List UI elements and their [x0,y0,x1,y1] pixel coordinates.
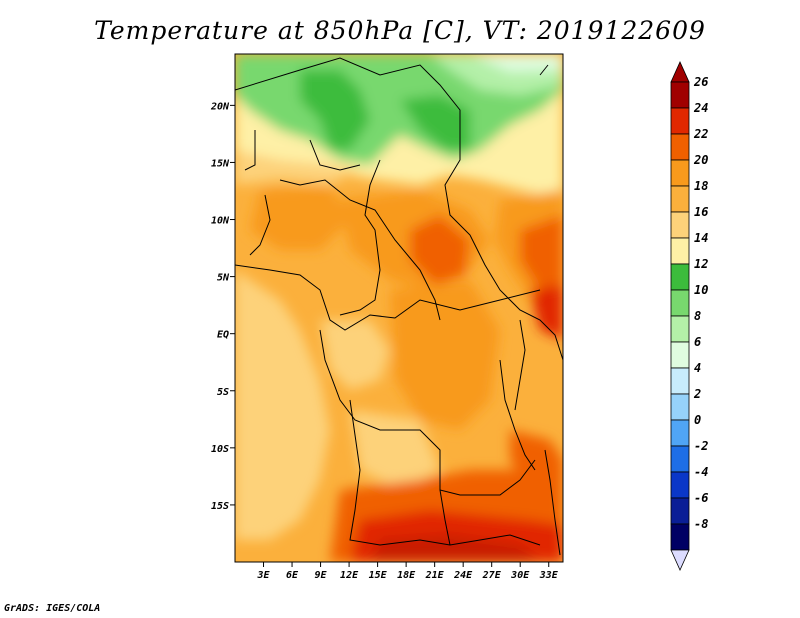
lon-tick-label: 21E [425,570,445,581]
colorbar-swatch [670,315,690,343]
lat-tick-label: 5N [217,273,230,284]
colorbar-label: 18 [694,179,708,193]
colorbar-swatch [670,237,690,265]
colorbar-label: -4 [694,465,708,479]
lon-tick-label: 33E [539,570,559,581]
lat-tick-label: 20N [210,101,230,112]
colorbar-label: 14 [694,231,708,245]
colorbar-swatch [670,341,690,369]
colorbar-label: 8 [694,309,701,323]
colorbar-swatch [670,159,690,187]
colorbar-swatch [670,419,690,447]
colorbar-label: 12 [694,257,708,271]
lat-tick-label: 15N [211,158,230,169]
colorbar-swatch [670,133,690,161]
colorbar-under-triangle [670,549,690,571]
latitude-axis: 20N 15N 10N 5N EQ 5S 10S 15S [210,101,235,512]
lon-tick-label: 30E [510,570,530,581]
colorbar-label: 22 [693,127,708,141]
colorbar-swatch [670,367,690,395]
colorbar-label: -2 [694,439,708,453]
longitude-axis: 3E 6E 9E 12E 15E 18E 21E 24E 27E 30E 33E [256,562,559,581]
colorbar-label: 16 [694,205,708,219]
lat-tick-label: 5S [217,387,229,398]
colorbar-label: 2 [693,387,701,401]
lon-tick-label: 27E [482,570,502,581]
colorbar-swatch [670,211,690,239]
colorbar-swatch [670,497,690,525]
temperature-field [235,54,563,562]
lon-tick-label: 3E [256,570,270,581]
colorbar-swatch [670,107,690,135]
colorbar-swatch [670,185,690,213]
colorbar-swatch [670,471,690,499]
colorbar-swatch [670,263,690,291]
colorbar-label: -8 [694,517,708,531]
colorbar-swatch [670,393,690,421]
lat-tick-label: 15S [211,501,229,512]
lon-tick-label: 24E [453,570,473,581]
colorbar-label: 24 [693,101,708,115]
country-borders [235,57,563,556]
lon-tick-label: 12E [340,570,359,581]
colorbar-label: 10 [694,283,708,297]
colorbar-over-triangle [670,61,690,83]
lat-tick-label: 10N [211,216,230,227]
lat-tick-label: 10S [211,444,229,455]
map-title: Temperature at 850hPa [C], VT: 201912260… [94,16,706,45]
colorbar-label: 26 [693,75,708,89]
lon-tick-label: 18E [397,570,416,581]
colorbar-label: 0 [694,413,701,427]
colorbar-swatch [670,81,690,109]
lon-tick-label: 15E [369,570,388,581]
colorbar-label: 20 [693,153,708,167]
colorbar-swatch [670,523,690,551]
lon-tick-label: 9E [315,570,328,581]
colorbar-label: -6 [694,491,708,505]
colorbar-label: 6 [694,335,701,349]
colorbar-swatch [670,289,690,317]
map-frame [234,53,564,563]
grads-credit: GrADS: IGES/COLA [4,603,101,614]
colorbar-swatch [670,445,690,473]
colorbar-label: 4 [694,361,701,375]
lon-tick-label: 6E [286,570,299,581]
lat-tick-label: EQ [217,330,229,341]
